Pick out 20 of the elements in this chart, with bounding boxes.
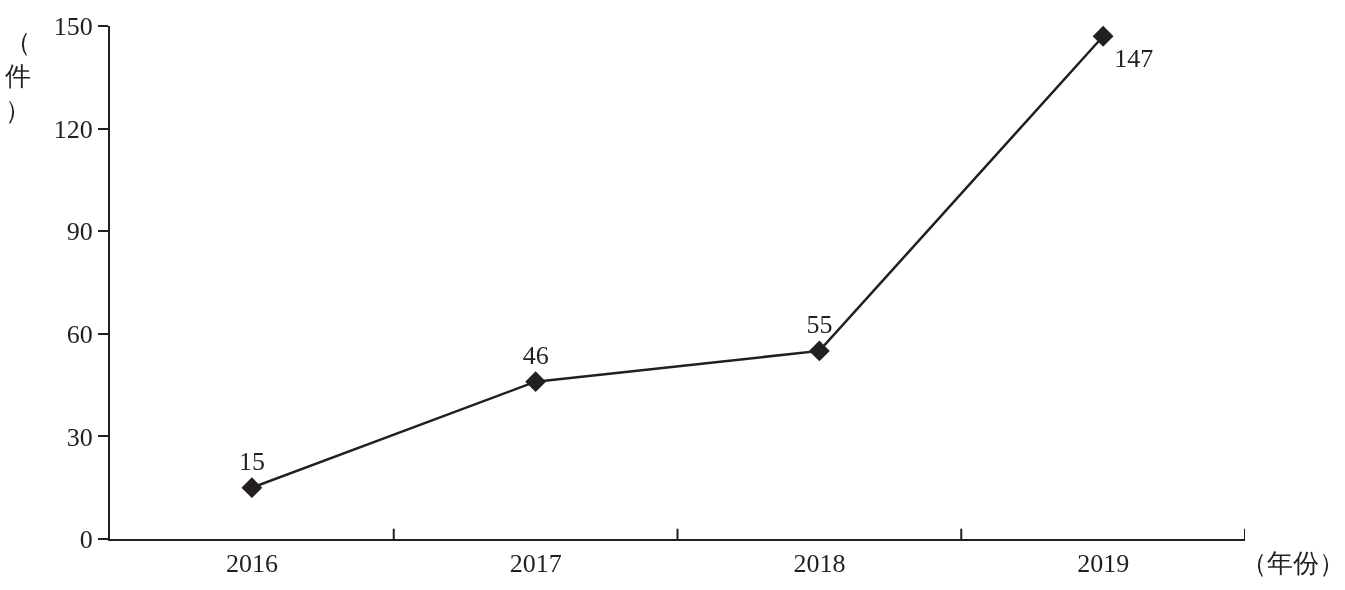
y-tick-label: 120 [53, 114, 93, 144]
y-tick-label: 150 [53, 12, 93, 42]
point [1092, 25, 1114, 47]
x-axis-title: （年份） [1241, 549, 1345, 578]
data-label: 55 [806, 310, 833, 340]
data-label: 147 [1114, 43, 1154, 73]
data-label: 15 [238, 447, 265, 477]
point [808, 340, 830, 362]
x-tick-label: 2017 [509, 549, 562, 579]
data-label: 46 [522, 341, 549, 371]
x-tick-label: 2019 [1077, 549, 1130, 579]
x-tick-label: 2018 [793, 549, 846, 579]
y-tick-label: 90 [66, 217, 93, 247]
point [525, 371, 547, 393]
y-tick-label: 0 [79, 525, 93, 555]
y-tick-label: 60 [66, 319, 93, 349]
y-tick-label: 30 [66, 422, 93, 452]
point [241, 477, 263, 499]
x-tick-label: 2016 [225, 549, 278, 579]
y-axis-title: （件） [5, 28, 31, 125]
